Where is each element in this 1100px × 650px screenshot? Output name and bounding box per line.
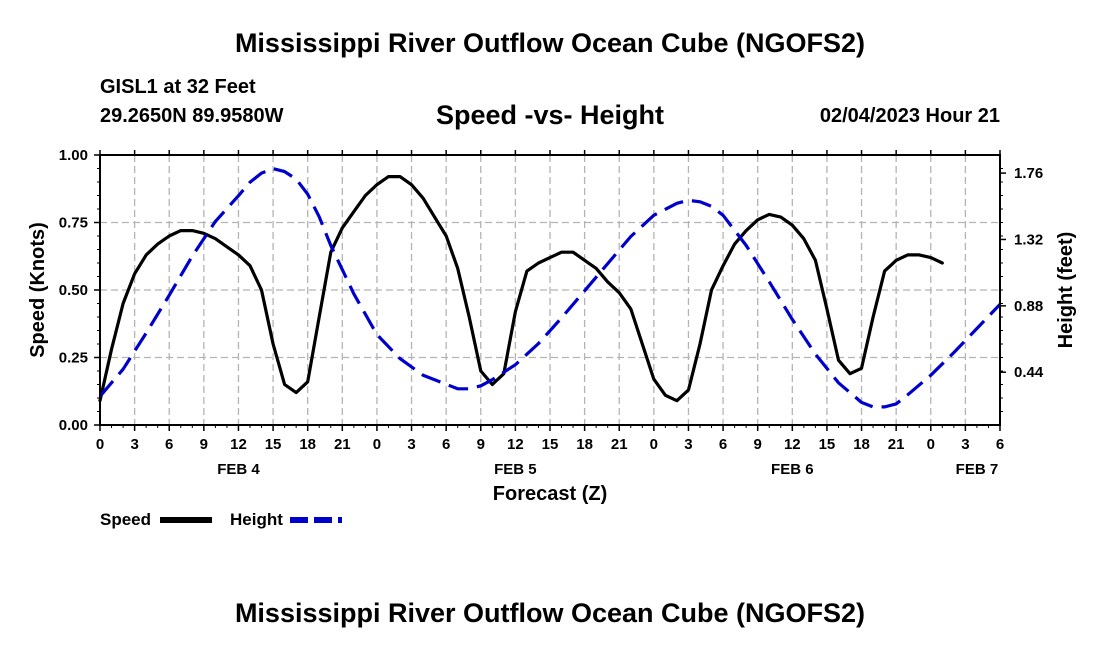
y-tick-label: 0.00 bbox=[59, 417, 88, 434]
x-tick-label: 12 bbox=[784, 436, 801, 453]
x-tick-label: 0 bbox=[373, 436, 381, 453]
x-tick-label: 12 bbox=[507, 436, 524, 453]
tick-layer bbox=[94, 150, 1006, 431]
day-label: FEB 6 bbox=[771, 461, 814, 478]
x-tick-label: 15 bbox=[265, 436, 282, 453]
x-tick-label: 18 bbox=[576, 436, 593, 453]
x-axis-title: Forecast (Z) bbox=[493, 483, 607, 505]
speed-series-line bbox=[98, 175, 944, 403]
y-tick-label: 0.25 bbox=[59, 350, 88, 367]
x-tick-label: 21 bbox=[334, 436, 351, 453]
y2-tick-label: 1.32 bbox=[1014, 231, 1043, 248]
y2-tick-label: 1.76 bbox=[1014, 165, 1043, 182]
x-tick-label: 15 bbox=[542, 436, 559, 453]
x-tick-label: 9 bbox=[200, 436, 208, 453]
day-label: FEB 7 bbox=[956, 461, 999, 478]
x-tick-label: 3 bbox=[407, 436, 415, 453]
x-tick-label: 18 bbox=[853, 436, 870, 453]
station-coordinates: 29.2650N 89.9580W bbox=[100, 105, 284, 127]
x-tick-label: 9 bbox=[754, 436, 762, 453]
chart-subtitle: Speed -vs- Height bbox=[435, 100, 665, 130]
y2-tick-label: 0.88 bbox=[1014, 298, 1043, 315]
x-tick-label: 3 bbox=[130, 436, 138, 453]
y-tick-label: 1.00 bbox=[59, 147, 88, 164]
x-tick-label: 18 bbox=[299, 436, 316, 453]
legend: Speed Height bbox=[100, 510, 342, 529]
x-tick-label: 0 bbox=[96, 436, 104, 453]
x-tick-label: 6 bbox=[165, 436, 173, 453]
x-tick-label: 6 bbox=[442, 436, 450, 453]
x-tick-label: 3 bbox=[684, 436, 692, 453]
x-tick-label: 9 bbox=[477, 436, 485, 453]
y-tick-label: 0.50 bbox=[59, 282, 88, 299]
x-tick-label: 6 bbox=[996, 436, 1004, 453]
day-label: FEB 4 bbox=[217, 461, 260, 478]
x-tick-label: 15 bbox=[819, 436, 836, 453]
x-tick-label: 6 bbox=[719, 436, 727, 453]
x-tick-label: 3 bbox=[961, 436, 969, 453]
legend-speed-label: Speed bbox=[100, 510, 151, 529]
y2-tick-label: 0.44 bbox=[1014, 364, 1044, 381]
forecast-datetime: 02/04/2023 Hour 21 bbox=[819, 105, 1000, 127]
legend-height-label: Height bbox=[230, 510, 283, 529]
chart-footer-title: Mississippi River Outflow Ocean Cube (NG… bbox=[234, 598, 866, 628]
day-label: FEB 5 bbox=[494, 461, 537, 478]
x-tick-label: 12 bbox=[230, 436, 247, 453]
x-tick-label: 21 bbox=[611, 436, 628, 453]
x-tick-label: 21 bbox=[888, 436, 905, 453]
y2-axis-title: Height (feet) bbox=[1055, 232, 1077, 349]
x-tick-label: 0 bbox=[650, 436, 658, 453]
x-tick-label: 0 bbox=[927, 436, 935, 453]
label-layer: 0 3 6 9 12 15 18 21 0 3 6 9 12 15 18 21 0 3 6 9 12 15 18 21 0 3 6 0… bbox=[59, 147, 1044, 478]
y-axis-title: Speed (Knots) bbox=[27, 222, 49, 358]
station-label: GISL1 at 32 Feet bbox=[100, 76, 256, 98]
y-tick-label: 0.75 bbox=[59, 215, 88, 232]
series-layer bbox=[98, 167, 1002, 409]
height-series-line bbox=[98, 167, 1002, 409]
chart-main-title: Mississippi River Outflow Ocean Cube (NG… bbox=[234, 28, 866, 58]
grid-layer bbox=[100, 155, 1000, 425]
